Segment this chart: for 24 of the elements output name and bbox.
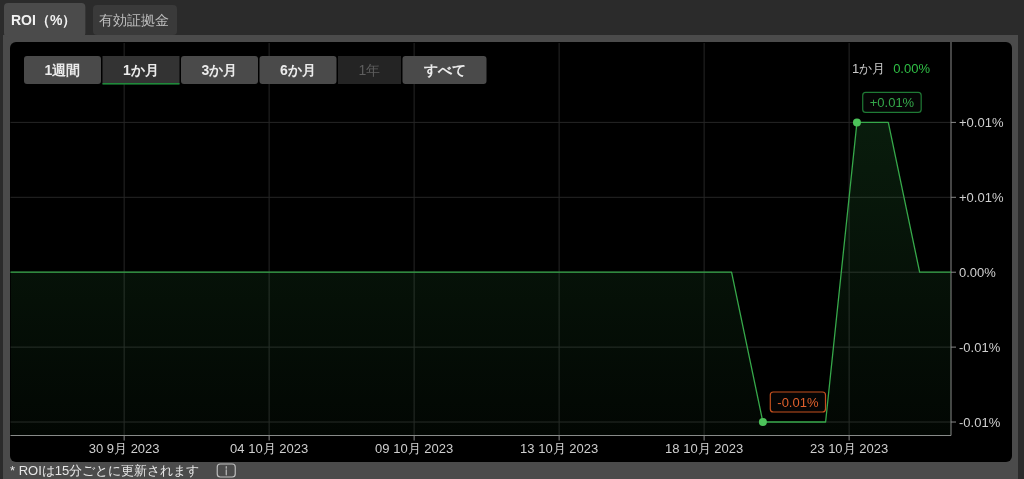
button-label: 6か月 — [280, 62, 316, 78]
x-tick-label: 30 9月 2023 — [88, 440, 160, 456]
y-tick-label: 0.00% — [959, 264, 996, 280]
y-tick-label: -0.01% — [959, 414, 1001, 430]
y-tick-label: +0.01% — [959, 114, 1004, 130]
title: ROI（%） — [11, 12, 77, 28]
button-label: すべて — [423, 62, 466, 78]
x-tick-label: 13 10月 2023 — [520, 440, 599, 456]
x-tick-label: 09 10月 2023 — [375, 440, 454, 456]
button-label: 1か月 — [123, 62, 159, 78]
footnote: * ROIは15分ごとに更新されます — [10, 463, 200, 478]
annotation: -0.01% — [777, 395, 819, 410]
annotation: +0.01% — [869, 95, 915, 111]
button-label: 1年 — [358, 62, 381, 78]
button-label: 1週間 — [44, 62, 81, 78]
period-value: 0.00% — [893, 61, 930, 76]
period-label: 1か月 — [851, 61, 886, 76]
tab-label: 有効証拠金 — [99, 12, 169, 28]
button-label: 3か月 — [201, 62, 238, 78]
x-tick-label: 04 10月 2023 — [230, 440, 309, 456]
x-tick-label: 23 10月 2023 — [810, 440, 889, 456]
x-tick-label: 18 10月 2023 — [665, 440, 744, 456]
y-tick-label: +0.01% — [959, 189, 1004, 205]
y-tick-label: -0.01% — [959, 339, 1001, 355]
